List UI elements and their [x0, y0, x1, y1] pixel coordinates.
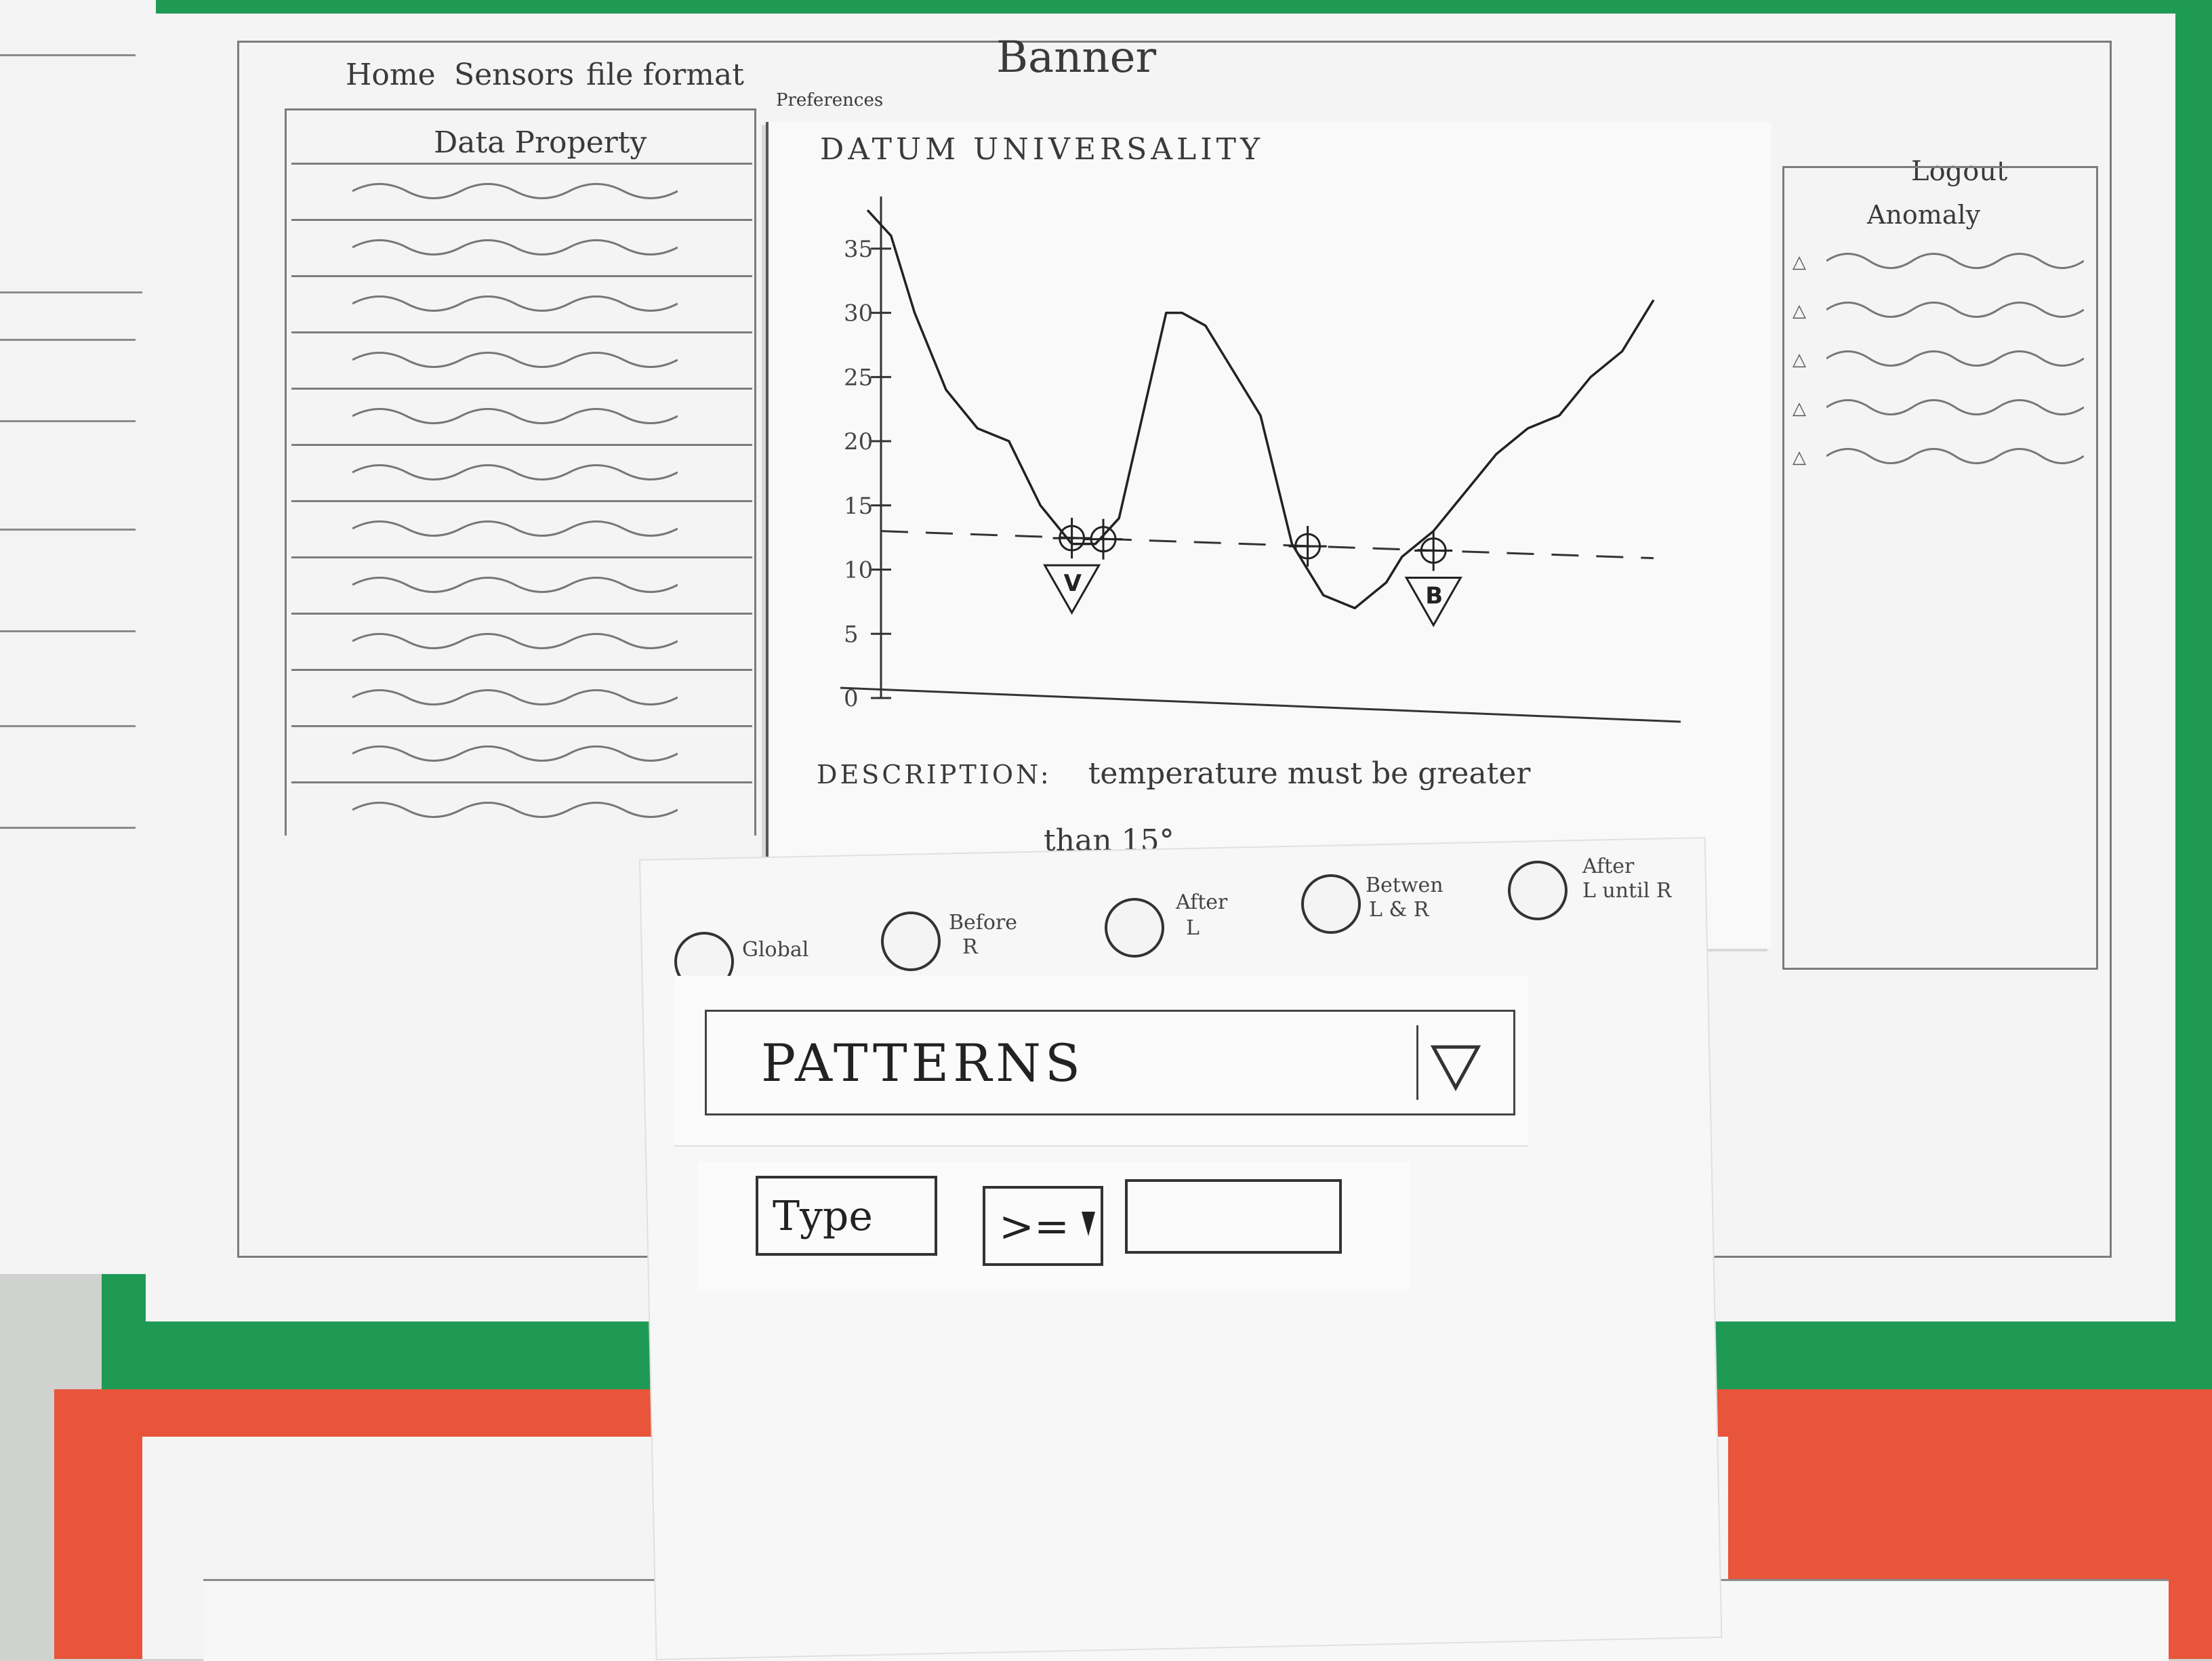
warning-triangle-icon: △ — [1793, 301, 1806, 321]
operator-value: >= — [999, 1201, 1069, 1251]
left-sheet — [0, 0, 156, 1274]
y-tick-label: 15 — [844, 493, 873, 520]
anomaly-row[interactable]: △ — [1793, 244, 2091, 285]
anomaly-row[interactable]: △ — [1793, 390, 2091, 431]
placeholder-text-squiggle — [352, 689, 678, 705]
placeholder-text-squiggle — [1826, 253, 2084, 269]
threshold-line — [880, 530, 1654, 560]
description-label: DESCRIPTION: — [817, 760, 1052, 790]
radio-after-l-label: After — [1176, 890, 1228, 914]
data-property-row[interactable] — [291, 613, 752, 669]
caret-down-icon[interactable] — [1080, 1209, 1097, 1239]
warning-triangle-icon: △ — [1793, 350, 1806, 370]
warning-triangle-icon: △ — [1793, 447, 1806, 468]
anomaly-panel — [1782, 166, 2098, 970]
placeholder-text-squiggle — [352, 183, 678, 199]
radio-between-l-r-circle[interactable] — [1301, 874, 1361, 934]
patterns-dropdown[interactable]: PATTERNS — [705, 1010, 1515, 1115]
radio-after-l-until-r-label: After — [1582, 855, 1635, 878]
y-tick-label: 20 — [844, 428, 873, 455]
placeholder-text-squiggle — [352, 633, 678, 649]
radio-before-r-circle[interactable] — [881, 911, 941, 971]
data-property-row[interactable] — [291, 331, 752, 388]
description-text: temperature must be greater — [1088, 756, 1531, 791]
radio-between-l-r-label: Betwen — [1366, 874, 1443, 897]
placeholder-text-squiggle — [1826, 302, 2084, 318]
anomaly-row[interactable]: △ — [1793, 342, 2091, 382]
placeholder-text-squiggle — [352, 464, 678, 480]
warning-triangle-icon: △ — [1793, 398, 1806, 419]
radio-between-l-r-label-2: L & R — [1369, 898, 1429, 922]
radio-after-l-circle[interactable] — [1105, 898, 1164, 958]
radio-before-r-label-2: R — [962, 935, 978, 959]
series-line — [866, 209, 1655, 610]
y-tick-label: 5 — [844, 621, 859, 648]
placeholder-text-squiggle — [352, 239, 678, 255]
description: DESCRIPTION: temperature must be greater — [817, 759, 1698, 789]
data-property-row[interactable] — [291, 163, 752, 219]
patterns-strip — [674, 976, 1528, 1145]
nav-item-home[interactable]: Home — [346, 58, 436, 92]
marker-label: V — [1064, 570, 1082, 597]
data-property-row[interactable] — [291, 781, 752, 838]
chevron-down-icon[interactable] — [1416, 1025, 1493, 1100]
chart-title: DATUM UNIVERSALITY — [820, 132, 1265, 167]
data-property-row[interactable] — [291, 556, 752, 613]
y-tick-label: 30 — [844, 300, 873, 327]
data-property-title: Data Property — [434, 125, 647, 160]
warning-triangle-icon: △ — [1793, 252, 1806, 272]
threshold-value-input[interactable] — [1125, 1179, 1342, 1254]
data-property-row[interactable] — [291, 500, 752, 556]
y-tick-label: 25 — [844, 364, 873, 391]
data-property-row[interactable] — [291, 725, 752, 781]
data-property-row[interactable] — [291, 219, 752, 275]
placeholder-text-squiggle — [352, 295, 678, 312]
data-property-row[interactable] — [291, 444, 752, 500]
x-axis — [840, 686, 1681, 723]
marker-shield-icon — [1404, 576, 1462, 628]
marker-label: B — [1425, 582, 1443, 609]
y-tick-label: 0 — [844, 685, 859, 712]
chart-card — [766, 122, 1771, 949]
radio-after-l-label-2: L — [1186, 916, 1200, 940]
placeholder-text-squiggle — [352, 352, 678, 368]
anomaly-row[interactable]: △ — [1793, 293, 2091, 333]
patterns-dropdown-value: PATTERNS — [761, 1032, 1084, 1093]
nav-item-sensors[interactable]: Sensors — [454, 58, 575, 92]
nav-item-file-format[interactable]: file format — [586, 58, 744, 92]
type-field[interactable] — [756, 1176, 937, 1256]
logout-link[interactable]: Logout — [1911, 156, 2008, 187]
y-tick-label: 35 — [844, 236, 873, 263]
placeholder-text-squiggle — [352, 745, 678, 762]
temperature-chart: 0 5 10 15 20 25 30 35 V B — [840, 197, 1681, 723]
data-property-row[interactable] — [291, 388, 752, 444]
y-tick-label: 10 — [844, 557, 873, 584]
data-property-row[interactable] — [291, 669, 752, 725]
data-property-panel — [285, 108, 756, 836]
marker-shield-icon — [1043, 564, 1101, 615]
placeholder-text-squiggle — [352, 408, 678, 424]
radio-global-label: Global — [742, 938, 809, 962]
radio-after-l-until-r-circle[interactable] — [1508, 861, 1568, 920]
placeholder-text-squiggle — [1826, 350, 2084, 367]
placeholder-text-squiggle — [352, 520, 678, 537]
banner-title: Banner — [996, 33, 1157, 83]
placeholder-text-squiggle — [1826, 399, 2084, 415]
anomaly-row[interactable]: △ — [1793, 439, 2091, 480]
placeholder-text-squiggle — [1826, 448, 2084, 464]
data-property-row[interactable] — [291, 275, 752, 331]
radio-after-l-until-r-label-2: L until R — [1582, 879, 1672, 903]
nav-item-preferences[interactable]: Preferences — [776, 90, 884, 110]
type-field-label: Type — [773, 1193, 873, 1240]
anomaly-title: Anomaly — [1867, 200, 1981, 230]
placeholder-text-squiggle — [352, 802, 678, 818]
operator-dropdown[interactable]: >= — [983, 1186, 1103, 1266]
placeholder-text-squiggle — [352, 577, 678, 593]
radio-before-r-label: Before — [949, 911, 1018, 935]
